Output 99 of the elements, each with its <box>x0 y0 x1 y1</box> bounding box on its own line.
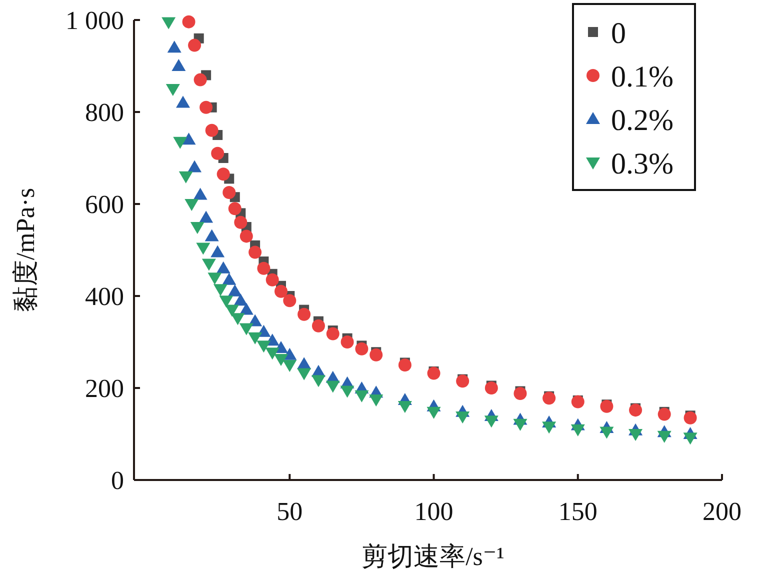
point <box>166 84 180 96</box>
y-tick-label: 800 <box>85 98 124 127</box>
y-tick-label: 0 <box>111 466 124 495</box>
point <box>172 59 186 71</box>
point <box>182 15 196 28</box>
point <box>312 319 325 332</box>
point <box>456 412 470 424</box>
point <box>205 124 218 137</box>
point <box>311 375 326 388</box>
point <box>184 199 199 211</box>
point <box>629 404 642 417</box>
point <box>211 146 224 160</box>
point <box>222 272 236 285</box>
point <box>228 284 242 296</box>
point <box>188 160 202 172</box>
point <box>194 73 207 86</box>
point <box>297 357 312 370</box>
point <box>398 400 412 413</box>
legend-label: 0.2% <box>611 104 674 137</box>
point <box>542 392 556 405</box>
point <box>193 188 208 200</box>
point <box>202 258 216 271</box>
legend-label: 0 <box>611 17 626 50</box>
y-axis-title: 黏度/mPa·s <box>11 188 40 312</box>
point <box>600 400 614 413</box>
point <box>240 230 253 243</box>
point <box>248 332 262 344</box>
point <box>426 406 441 419</box>
point <box>204 229 219 242</box>
point <box>484 382 498 394</box>
point <box>200 100 213 114</box>
x-tick-label: 100 <box>414 497 454 526</box>
point <box>340 336 354 348</box>
point <box>239 323 254 336</box>
legend-label: 0.3% <box>611 148 674 180</box>
point <box>340 386 354 398</box>
x-axis-title: 剪切速率/s⁻¹ <box>362 542 504 571</box>
point <box>369 394 384 406</box>
point <box>283 294 296 308</box>
legend-label: 0.1% <box>611 60 674 94</box>
x-tick-label: 150 <box>558 497 598 526</box>
x-tick-label: 200 <box>702 497 742 526</box>
point <box>484 416 498 428</box>
point <box>628 429 643 441</box>
point <box>256 340 271 353</box>
point <box>658 408 671 421</box>
point <box>282 360 297 372</box>
y-tick-label: 1 000 <box>66 6 124 35</box>
point <box>257 262 270 275</box>
point <box>188 38 202 52</box>
y-tick-label: 600 <box>85 190 124 219</box>
point <box>355 342 368 356</box>
point <box>234 216 248 229</box>
point <box>684 411 697 424</box>
point <box>178 171 193 184</box>
point <box>570 424 585 436</box>
point <box>297 368 312 380</box>
point <box>600 426 614 439</box>
point <box>370 348 383 362</box>
point <box>225 304 239 317</box>
point <box>456 374 470 388</box>
point <box>216 168 230 181</box>
point <box>190 222 204 234</box>
point <box>326 380 340 393</box>
y-tick-label: 200 <box>85 374 124 403</box>
point <box>398 358 412 372</box>
point <box>265 348 280 360</box>
point <box>683 432 698 445</box>
point <box>274 284 288 298</box>
point <box>248 246 262 259</box>
point <box>222 186 236 199</box>
point <box>199 210 214 223</box>
point <box>326 327 340 340</box>
point <box>210 245 225 258</box>
point <box>213 284 228 296</box>
point <box>162 17 176 30</box>
point <box>266 273 279 286</box>
point <box>196 242 210 255</box>
point <box>298 308 311 321</box>
point <box>173 136 188 149</box>
y-tick-label: 400 <box>85 282 124 311</box>
point <box>228 202 242 216</box>
point <box>234 294 248 306</box>
point <box>176 96 190 108</box>
point <box>657 430 672 443</box>
point <box>219 296 234 308</box>
point <box>513 418 528 431</box>
point <box>514 387 527 400</box>
point <box>208 272 222 285</box>
point <box>571 395 584 408</box>
x-tick-label: 50 <box>276 497 303 526</box>
point <box>167 40 182 53</box>
point <box>542 422 556 434</box>
point <box>354 390 369 402</box>
point <box>216 261 230 274</box>
point <box>427 366 440 380</box>
point <box>182 132 196 145</box>
point <box>230 313 245 326</box>
point <box>274 354 288 366</box>
